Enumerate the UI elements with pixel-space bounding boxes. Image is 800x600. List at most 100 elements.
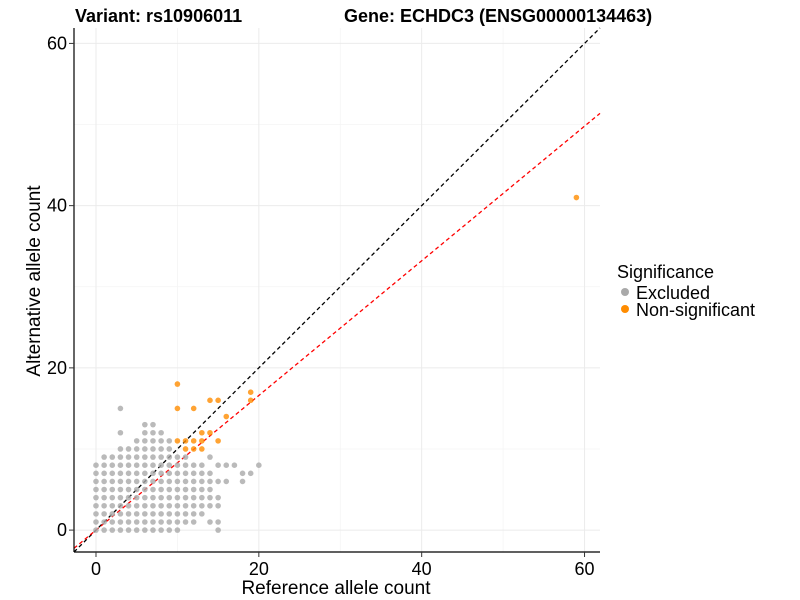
point-excluded bbox=[174, 511, 181, 517]
x-axis-title: Reference allele count bbox=[241, 578, 431, 599]
point-excluded bbox=[101, 494, 107, 501]
point-excluded bbox=[150, 470, 156, 477]
point-excluded bbox=[215, 478, 221, 485]
point-excluded bbox=[174, 462, 181, 469]
reference-line-identity bbox=[73, 27, 601, 553]
legend-label-non-significant: Non-significant bbox=[636, 300, 755, 320]
point-excluded bbox=[150, 462, 156, 469]
point-excluded bbox=[142, 446, 148, 452]
point-excluded bbox=[166, 502, 173, 509]
point-excluded bbox=[190, 494, 197, 501]
point-excluded bbox=[182, 462, 189, 469]
point-excluded bbox=[150, 494, 156, 501]
point-non-significant bbox=[190, 446, 197, 452]
point-excluded bbox=[182, 454, 189, 460]
point-excluded bbox=[125, 519, 132, 525]
point-excluded bbox=[199, 486, 205, 493]
point-excluded bbox=[133, 438, 140, 444]
point-excluded bbox=[93, 527, 99, 533]
x-tick-label: 0 bbox=[91, 559, 101, 579]
point-excluded bbox=[207, 502, 213, 509]
point-excluded bbox=[166, 446, 173, 452]
point-excluded bbox=[125, 502, 132, 509]
y-axis-title: Alternative allele count bbox=[24, 185, 45, 377]
point-excluded bbox=[182, 494, 189, 501]
point-excluded bbox=[182, 519, 189, 525]
point-excluded bbox=[166, 519, 173, 525]
point-excluded bbox=[158, 470, 164, 477]
point-non-significant bbox=[182, 446, 189, 452]
point-excluded bbox=[190, 478, 197, 485]
point-excluded bbox=[223, 462, 230, 469]
point-non-significant bbox=[190, 405, 197, 412]
point-excluded bbox=[215, 527, 221, 533]
point-excluded bbox=[142, 494, 148, 501]
point-excluded bbox=[150, 421, 156, 428]
point-excluded bbox=[142, 502, 148, 509]
point-excluded bbox=[133, 454, 140, 460]
y-tick-label: 20 bbox=[47, 358, 67, 378]
point-excluded bbox=[142, 462, 148, 469]
point-non-significant bbox=[207, 429, 213, 436]
point-excluded bbox=[158, 462, 164, 469]
point-excluded bbox=[158, 511, 164, 517]
point-excluded bbox=[133, 519, 140, 525]
point-excluded bbox=[166, 494, 173, 501]
point-excluded bbox=[190, 511, 197, 517]
point-excluded bbox=[182, 502, 189, 509]
point-excluded bbox=[117, 454, 124, 460]
point-excluded bbox=[142, 421, 148, 428]
point-non-significant bbox=[174, 381, 181, 387]
point-excluded bbox=[117, 502, 124, 509]
point-excluded bbox=[174, 478, 181, 485]
point-excluded bbox=[125, 462, 132, 469]
point-excluded bbox=[93, 470, 99, 477]
point-excluded bbox=[231, 462, 238, 469]
point-excluded bbox=[109, 462, 116, 469]
point-excluded bbox=[215, 494, 221, 501]
point-excluded bbox=[117, 486, 124, 493]
point-excluded bbox=[166, 527, 173, 533]
point-excluded bbox=[109, 494, 116, 501]
point-excluded bbox=[109, 454, 116, 460]
point-excluded bbox=[158, 454, 164, 460]
point-non-significant bbox=[215, 438, 221, 444]
point-excluded bbox=[150, 511, 156, 517]
point-excluded bbox=[166, 438, 173, 444]
point-excluded bbox=[109, 511, 116, 517]
point-excluded bbox=[190, 486, 197, 493]
point-excluded bbox=[207, 494, 213, 501]
point-excluded bbox=[125, 454, 132, 460]
point-excluded bbox=[256, 462, 262, 469]
axes: 0 20 40 60 0 20 40 60 bbox=[47, 28, 600, 579]
point-excluded bbox=[125, 470, 132, 477]
legend-label-excluded: Excluded bbox=[636, 283, 710, 303]
point-excluded bbox=[166, 454, 173, 460]
point-excluded bbox=[142, 454, 148, 460]
point-excluded bbox=[125, 527, 132, 533]
point-excluded bbox=[158, 478, 164, 485]
point-excluded bbox=[150, 446, 156, 452]
point-excluded bbox=[239, 470, 246, 477]
point-excluded bbox=[109, 486, 116, 493]
point-excluded bbox=[101, 502, 107, 509]
point-excluded bbox=[174, 527, 181, 533]
point-excluded bbox=[166, 470, 173, 477]
legend-key-excluded bbox=[621, 288, 629, 296]
point-excluded bbox=[199, 470, 205, 477]
point-excluded bbox=[158, 494, 164, 501]
point-excluded bbox=[158, 446, 164, 452]
point-excluded bbox=[117, 470, 124, 477]
point-excluded bbox=[174, 494, 181, 501]
point-excluded bbox=[117, 527, 124, 533]
point-excluded bbox=[142, 438, 148, 444]
point-excluded bbox=[199, 494, 205, 501]
y-tick-label: 60 bbox=[47, 33, 67, 53]
point-excluded bbox=[207, 470, 213, 477]
point-excluded bbox=[142, 527, 148, 533]
point-excluded bbox=[158, 502, 164, 509]
point-non-significant bbox=[182, 438, 189, 444]
point-excluded bbox=[109, 502, 116, 509]
point-excluded bbox=[142, 486, 148, 493]
point-excluded bbox=[101, 511, 107, 517]
